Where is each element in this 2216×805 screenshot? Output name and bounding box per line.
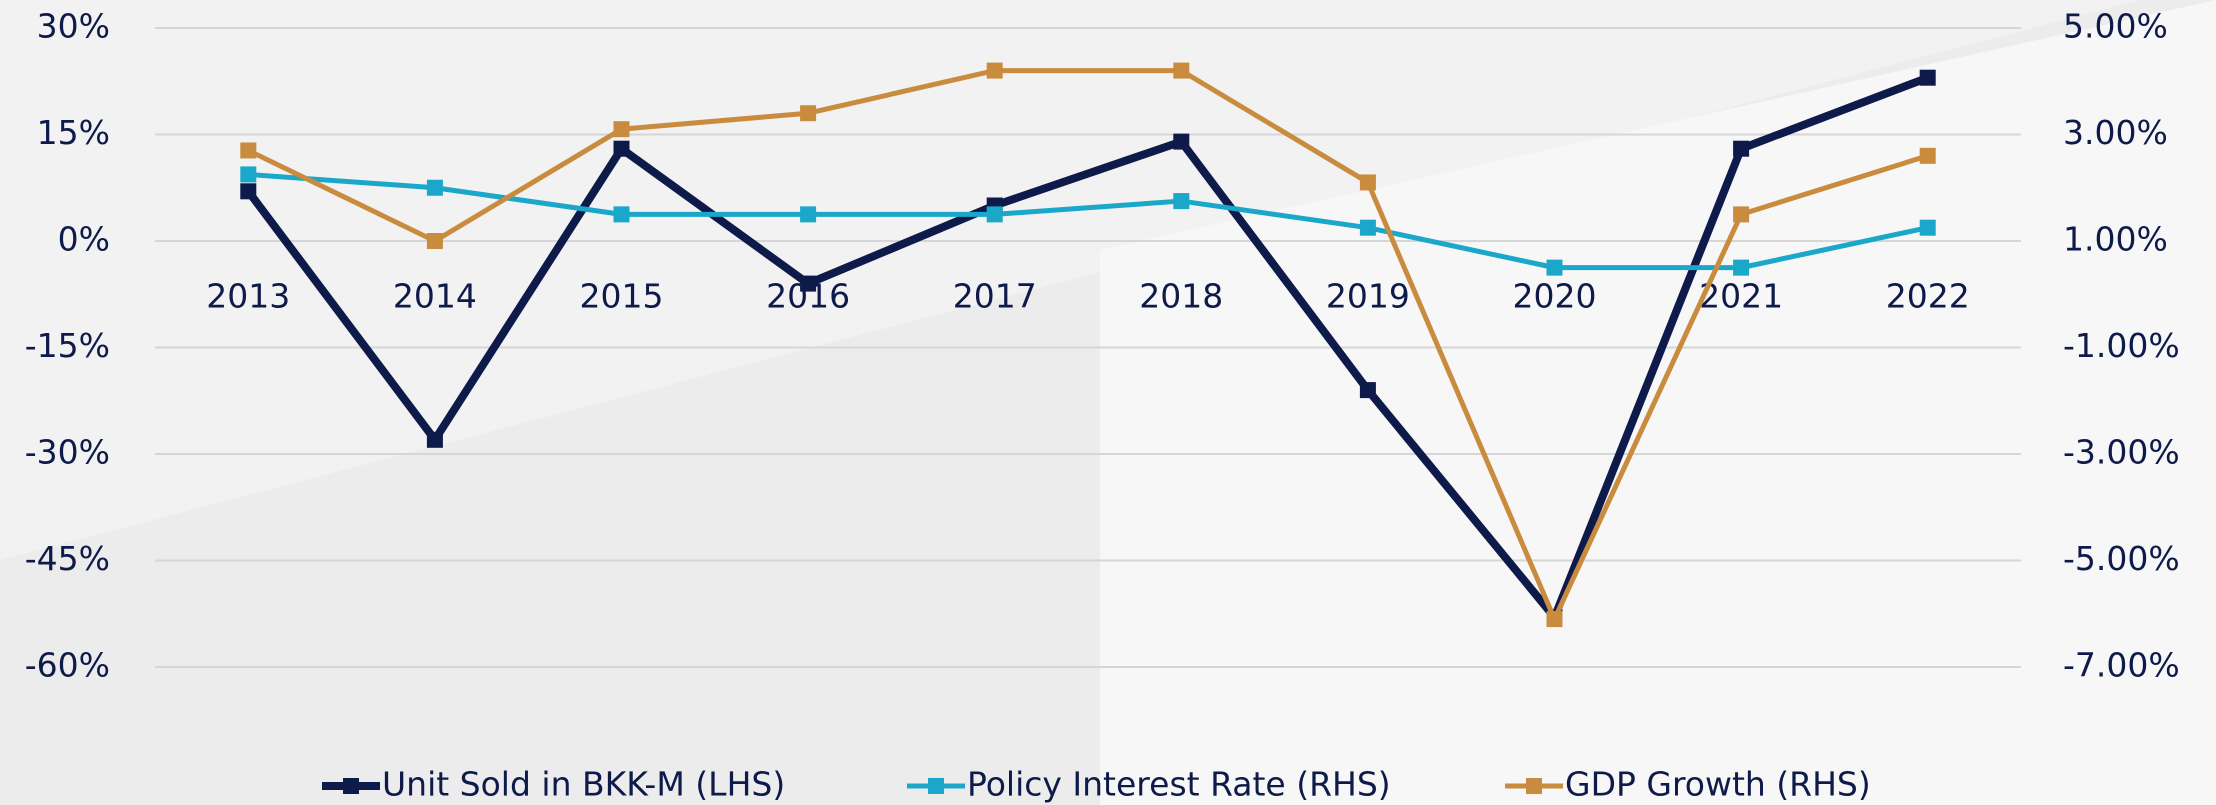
series-marker [986, 62, 1003, 79]
series-line [247, 68, 1929, 622]
x-tick-label: 2020 [1513, 277, 1597, 316]
series-marker [1359, 174, 1376, 191]
y2-tick-label: -1.00% [2063, 326, 2180, 365]
y2-tick-label: 1.00% [2063, 220, 2168, 259]
series-marker [986, 206, 1003, 223]
series-marker [613, 121, 630, 138]
series-marker [1546, 259, 1563, 276]
series-marker [240, 183, 257, 200]
series-line [245, 73, 1930, 622]
series-marker [800, 206, 817, 223]
series-marker [800, 105, 817, 122]
series-marker [426, 431, 443, 448]
series-marker [1733, 259, 1750, 276]
x-tick-label: 2013 [206, 277, 290, 316]
series-marker [1733, 140, 1750, 157]
y-tick-label: -15% [25, 326, 110, 365]
x-tick-label: 2021 [1699, 277, 1783, 316]
series-marker [613, 140, 630, 157]
legend-marker [343, 778, 359, 794]
legend-label: GDP Growth (RHS) [1565, 765, 1871, 804]
background-shape [1100, 0, 2216, 805]
y-tick-label: 15% [37, 113, 110, 152]
series-marker [1359, 382, 1376, 399]
legend-marker [928, 778, 944, 794]
series-marker [1173, 193, 1190, 210]
y2-tick-label: -7.00% [2063, 646, 2180, 685]
y2-tick-label: 5.00% [2063, 7, 2168, 46]
series-marker [426, 179, 443, 196]
x-tick-label: 2022 [1886, 277, 1970, 316]
series-marker [1919, 147, 1936, 164]
x-tick-label: 2015 [580, 277, 664, 316]
series-marker [1173, 133, 1190, 150]
x-tick-label: 2018 [1139, 277, 1223, 316]
y-tick-label: -45% [25, 539, 110, 578]
y2-tick-label: -3.00% [2063, 433, 2180, 472]
series-marker [613, 206, 630, 223]
legend-marker [1526, 778, 1542, 794]
series-marker [1359, 219, 1376, 236]
series-marker [1733, 206, 1750, 223]
y2-tick-label: -5.00% [2063, 539, 2180, 578]
y-tick-label: -30% [25, 433, 110, 472]
legend-label: Policy Interest Rate (RHS) [967, 765, 1391, 804]
series-marker [240, 166, 257, 183]
series-line [248, 171, 1929, 271]
series-marker [1919, 69, 1936, 86]
series-marker [1919, 219, 1936, 236]
series-marker [426, 233, 443, 249]
series-marker [1173, 62, 1190, 79]
series-marker [1546, 611, 1563, 628]
y-tick-label: 0% [58, 220, 110, 259]
x-tick-label: 2019 [1326, 277, 1410, 316]
series-marker [800, 275, 817, 292]
series-marker [240, 142, 257, 159]
y-tick-label: 30% [37, 7, 110, 46]
legend-label: Unit Sold in BKK-M (LHS) [382, 765, 785, 804]
x-tick-label: 2014 [393, 277, 477, 316]
x-tick-label: 2017 [953, 277, 1037, 316]
y2-tick-label: 3.00% [2063, 113, 2168, 152]
y-tick-label: -60% [25, 646, 110, 685]
